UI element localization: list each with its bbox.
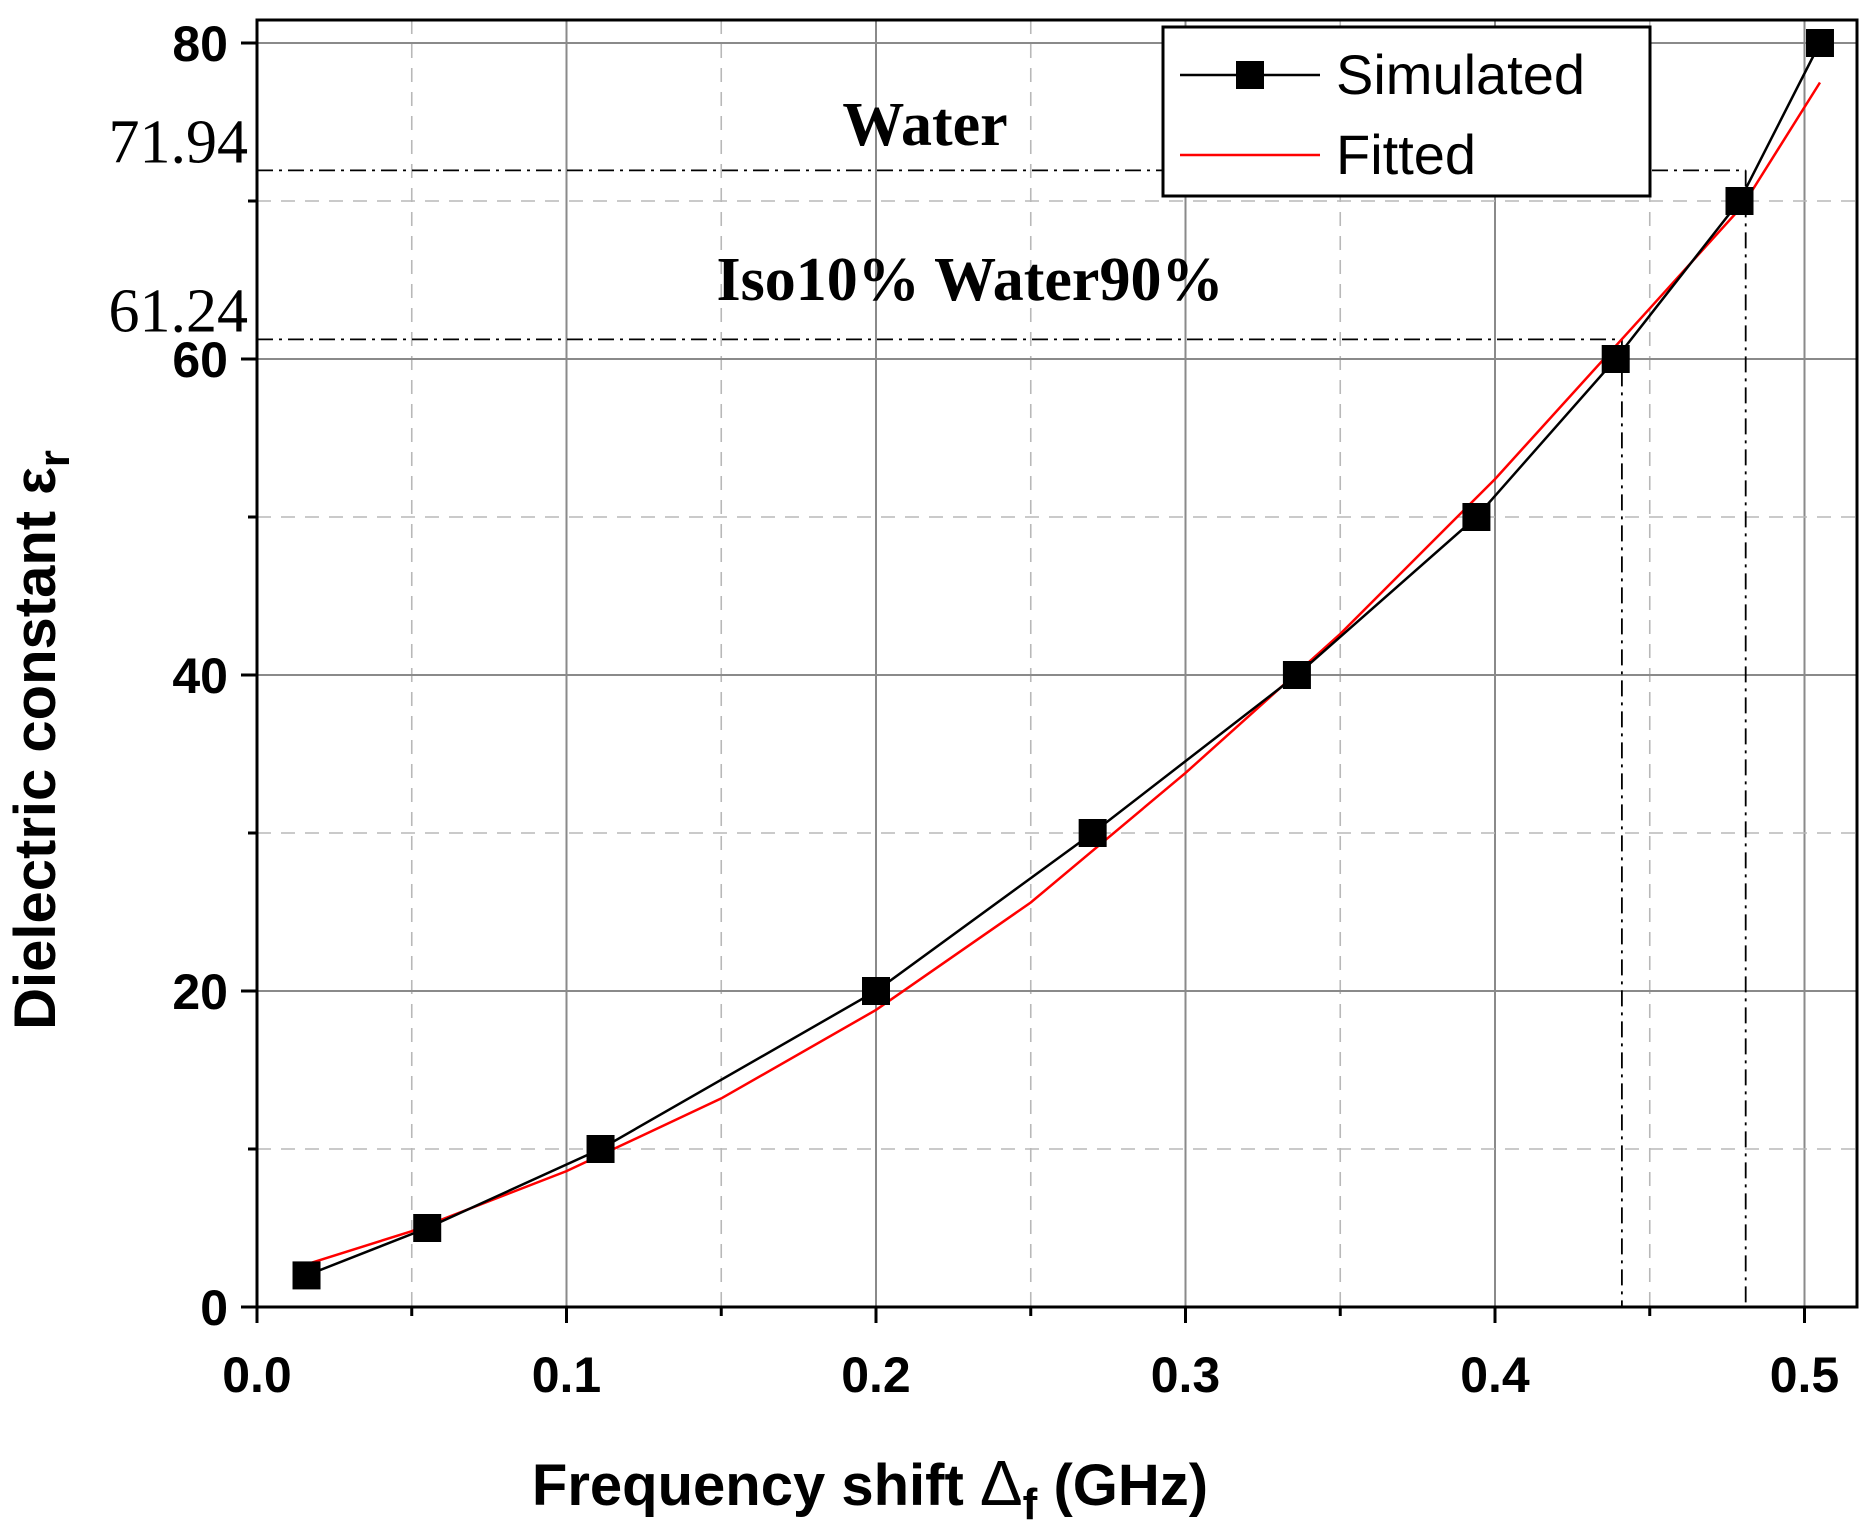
x-tick-label: 0.1 (532, 1347, 602, 1403)
x-tick-label: 0.2 (841, 1347, 911, 1403)
y-axis-title: Dielectric constant εr (3, 450, 79, 1030)
legend-simulated-marker (1236, 61, 1264, 89)
reference-label-61-24: 61.24 (109, 277, 249, 345)
y-tick-label: 40 (172, 648, 228, 704)
simulated-point (292, 1261, 321, 1290)
simulated-point (1805, 29, 1834, 57)
simulated-point (586, 1135, 615, 1163)
simulated-point (1725, 187, 1754, 215)
series-fitted-line (306, 81, 1822, 1266)
simulated-point (413, 1214, 442, 1242)
simulated-point (1601, 345, 1630, 373)
reference-label-71-94: 71.94 (109, 108, 249, 176)
plot-frame (255, 18, 1859, 1309)
axis-ticks: 0.0 0.1 0.2 0.3 0.4 0.5 0 20 40 60 80 (172, 16, 1839, 1403)
y-tick-label: 80 (172, 16, 228, 72)
legend-simulated-label: Simulated (1336, 43, 1585, 106)
simulated-point (1282, 661, 1311, 689)
x-tick-label: 0.4 (1460, 1347, 1530, 1403)
annotation-water: Water (842, 91, 1007, 159)
y-tick-label: 0 (200, 1280, 228, 1336)
grid-lines (257, 20, 1857, 1307)
x-tick-label: 0.0 (222, 1347, 292, 1403)
simulated-point (1078, 819, 1107, 847)
series-layer (292, 29, 1834, 1290)
x-tick-label: 0.5 (1770, 1347, 1840, 1403)
x-axis-title: Frequency shift Δf (GHz) (532, 1447, 1208, 1529)
simulated-point (862, 977, 890, 1005)
legend: Simulated Fitted (1161, 25, 1652, 198)
reference-lines (257, 169, 1747, 1307)
x-tick-label: 0.3 (1151, 1347, 1221, 1403)
series-simulated-line (306, 42, 1822, 1277)
simulated-point (1462, 503, 1491, 531)
legend-fitted-label: Fitted (1336, 123, 1476, 186)
legend-box (1161, 25, 1652, 198)
y-tick-label: 60 (172, 332, 228, 388)
annotation-iso-water: Iso10% Water90% (717, 246, 1224, 314)
y-tick-label: 20 (172, 964, 228, 1020)
